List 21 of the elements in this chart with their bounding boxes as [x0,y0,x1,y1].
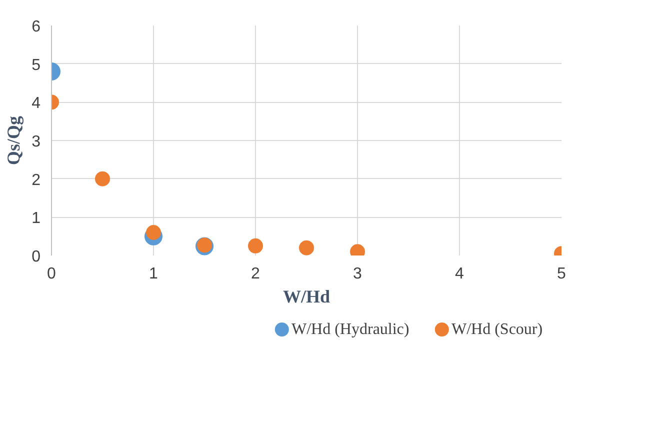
x-axis-title: W/Hd [282,286,330,306]
y-tick-label: 2 [32,172,41,189]
point [146,225,161,240]
point [299,240,314,256]
y-tick-label: 4 [32,95,41,112]
legend-label: W/Hd (Hydraulic) [292,321,410,338]
x-tick-label: 0 [47,266,56,282]
y-tick-label: 1 [32,210,41,228]
x-tick-label: 2 [251,266,260,282]
x-tick-label: 3 [353,266,362,282]
y-axis-title: Qs/Qg [4,116,24,166]
y-tick-label: 0 [32,248,41,266]
y-tick-label: 5 [32,56,41,74]
x-tick-label: 5 [557,266,566,282]
x-tick-label: 1 [149,266,158,282]
y-tick-label: 6 [32,18,41,36]
x-tick-label: 4 [455,266,464,282]
legend-label: W/Hd (Scour) [452,321,543,338]
y-tick-label: 3 [32,134,41,150]
point [248,238,263,254]
point [95,171,110,186]
